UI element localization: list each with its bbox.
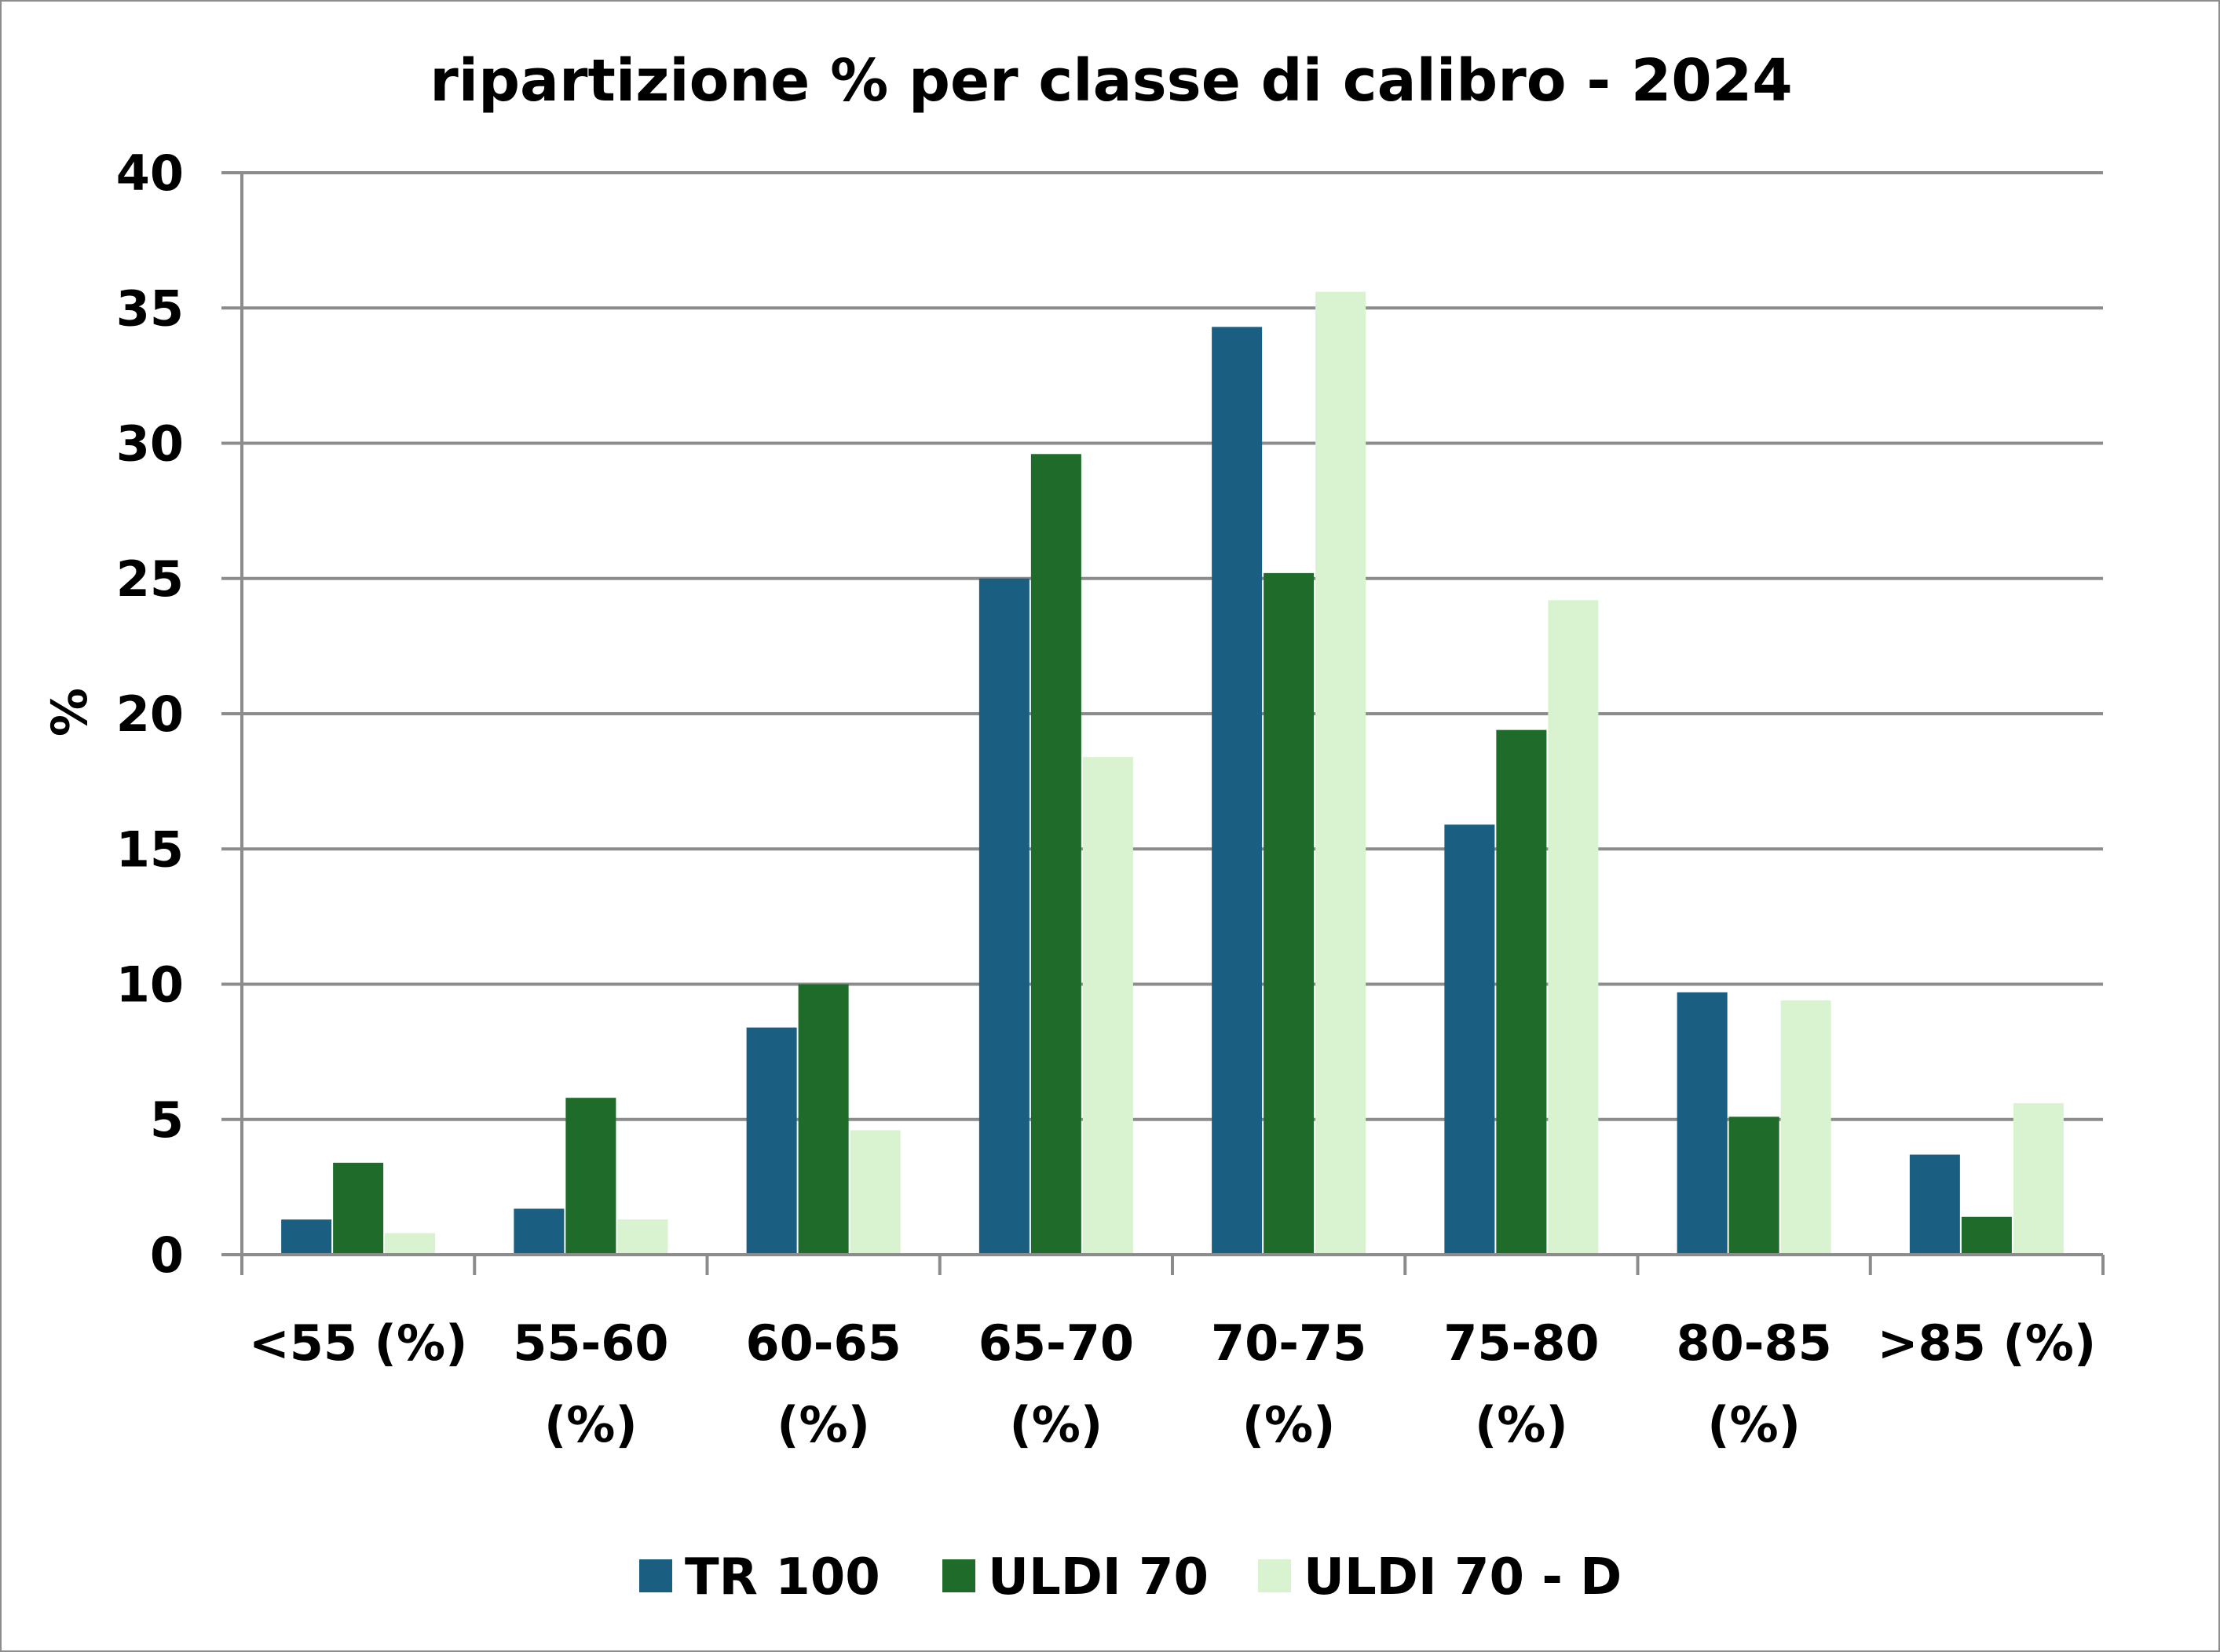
category-label: 80-85 bbox=[1676, 1314, 1831, 1372]
bar bbox=[1444, 824, 1495, 1255]
bars bbox=[281, 291, 2064, 1255]
bar bbox=[1264, 572, 1315, 1255]
category-labels: <55 (%) 55-60 (%) 60-65 (%) 65-70 (%) 70-75 (%) 7… bbox=[249, 1314, 2096, 1453]
bar bbox=[746, 1027, 797, 1255]
y-tick-label: 20 bbox=[116, 685, 184, 743]
bar bbox=[565, 1098, 616, 1255]
category-label: <55 (%) bbox=[249, 1314, 468, 1372]
legend-label: ULDI 70 - D bbox=[1304, 1548, 1622, 1606]
category-label: (%) bbox=[1009, 1396, 1103, 1453]
category-label: >85 (%) bbox=[1878, 1314, 2097, 1372]
y-tick-label: 15 bbox=[116, 821, 184, 878]
bar bbox=[1315, 291, 1366, 1255]
bar bbox=[1961, 1216, 2012, 1255]
y-tick-label: 25 bbox=[116, 550, 184, 608]
legend-swatch bbox=[639, 1559, 672, 1592]
bar bbox=[617, 1219, 668, 1255]
category-label: (%) bbox=[1475, 1396, 1568, 1453]
bar bbox=[1548, 600, 1599, 1255]
category-label: (%) bbox=[1242, 1396, 1336, 1453]
y-tick-label: 35 bbox=[116, 280, 184, 337]
category-label: 55-60 bbox=[513, 1314, 668, 1372]
bar bbox=[798, 984, 849, 1255]
legend-swatch bbox=[942, 1559, 975, 1592]
y-tick-label: 40 bbox=[116, 144, 184, 202]
gridlines bbox=[242, 171, 2103, 1121]
y-tick-label: 0 bbox=[150, 1226, 184, 1284]
y-tick-label: 30 bbox=[116, 415, 184, 473]
bar bbox=[1728, 1117, 1779, 1255]
axes bbox=[221, 171, 2105, 1275]
chart-title: ripartizione % per classe di calibro - 2… bbox=[430, 47, 1793, 115]
legend-label: TR 100 bbox=[685, 1548, 880, 1606]
legend-swatch bbox=[1258, 1559, 1291, 1592]
category-label: (%) bbox=[544, 1396, 638, 1453]
bar bbox=[514, 1208, 565, 1255]
bar bbox=[1212, 327, 1263, 1255]
y-tick-label: 10 bbox=[116, 956, 184, 1014]
category-label: 65-70 bbox=[978, 1314, 1134, 1372]
bar bbox=[385, 1233, 436, 1255]
category-label: (%) bbox=[777, 1396, 870, 1453]
y-axis-label: % bbox=[41, 688, 98, 736]
bar bbox=[1496, 729, 1547, 1255]
bar bbox=[281, 1219, 332, 1255]
bar bbox=[978, 578, 1030, 1255]
category-label: 60-65 bbox=[745, 1314, 901, 1372]
bar bbox=[2013, 1103, 2064, 1255]
y-tick-labels: 0 5 10 15 20 25 30 35 40 bbox=[116, 144, 184, 1284]
category-label: (%) bbox=[1707, 1396, 1801, 1453]
bar bbox=[1082, 757, 1133, 1255]
y-tick-label: 5 bbox=[150, 1091, 184, 1149]
category-label: 75-80 bbox=[1443, 1314, 1599, 1372]
bar bbox=[1909, 1154, 1960, 1255]
bar bbox=[850, 1130, 901, 1255]
bar bbox=[1677, 992, 1728, 1255]
bar bbox=[1030, 454, 1081, 1255]
legend: TR 100 ULDI 70 ULDI 70 - D bbox=[639, 1548, 1622, 1606]
bar bbox=[1780, 1000, 1831, 1255]
category-label: 70-75 bbox=[1211, 1314, 1366, 1372]
bar bbox=[333, 1162, 384, 1255]
legend-label: ULDI 70 bbox=[988, 1548, 1209, 1606]
